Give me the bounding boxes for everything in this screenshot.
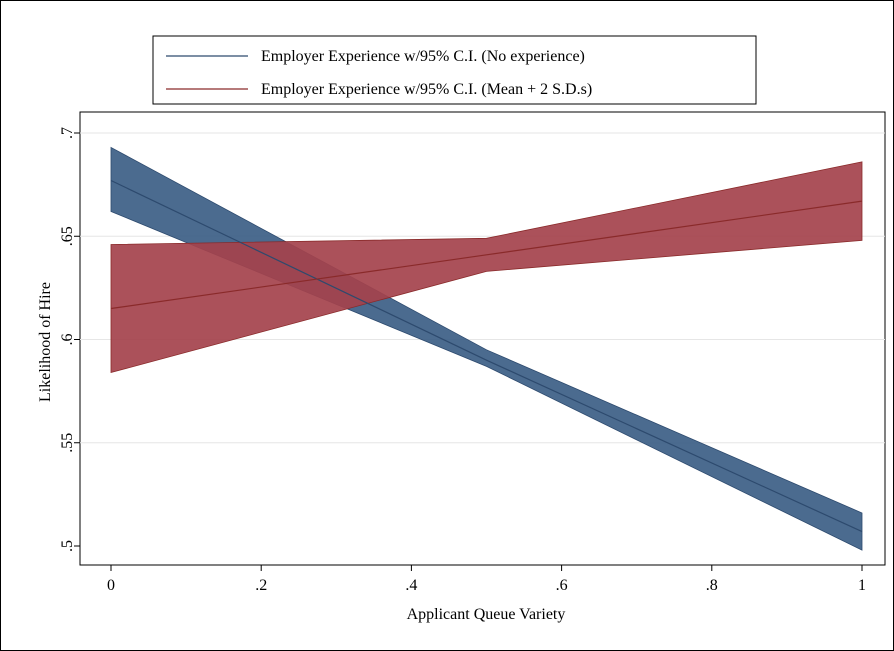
x-axis-title: Applicant Queue Variety xyxy=(407,606,566,623)
legend-label-mean-plus-2sd: Employer Experience w/95% C.I. (Mean + 2… xyxy=(261,81,592,98)
y-tick-label: .65 xyxy=(59,226,76,246)
x-tick-label: .2 xyxy=(255,577,267,594)
y-tick-label: .7 xyxy=(59,127,76,139)
y-tick-label: .6 xyxy=(59,334,76,346)
ci-band-series-0 xyxy=(110,146,863,551)
x-tick-label: 1 xyxy=(858,577,866,594)
y-tick-label: .5 xyxy=(59,540,76,552)
x-tick-label: .8 xyxy=(706,577,718,594)
series-lines xyxy=(110,179,863,533)
plot-area xyxy=(79,111,886,566)
x-tick-label: .6 xyxy=(556,577,568,594)
legend-box xyxy=(152,35,757,105)
ci-band-series-1 xyxy=(110,161,863,374)
confidence-bands xyxy=(110,146,863,551)
y-tick-label: .55 xyxy=(59,433,76,453)
x-tick-label: 0 xyxy=(107,577,115,594)
axes: .5 .55 .6 .65 .7 0 .2 .4 .6 .8 1 xyxy=(59,127,866,594)
line-series-0 xyxy=(110,179,863,533)
x-tick-label: .4 xyxy=(405,577,417,594)
legend: Employer Experience w/95% C.I. (No exper… xyxy=(152,35,757,105)
legend-label-no-experience: Employer Experience w/95% C.I. (No exper… xyxy=(261,48,585,65)
y-axis-title: Likelihood of Hire xyxy=(37,282,54,402)
line-series-1 xyxy=(110,200,863,310)
